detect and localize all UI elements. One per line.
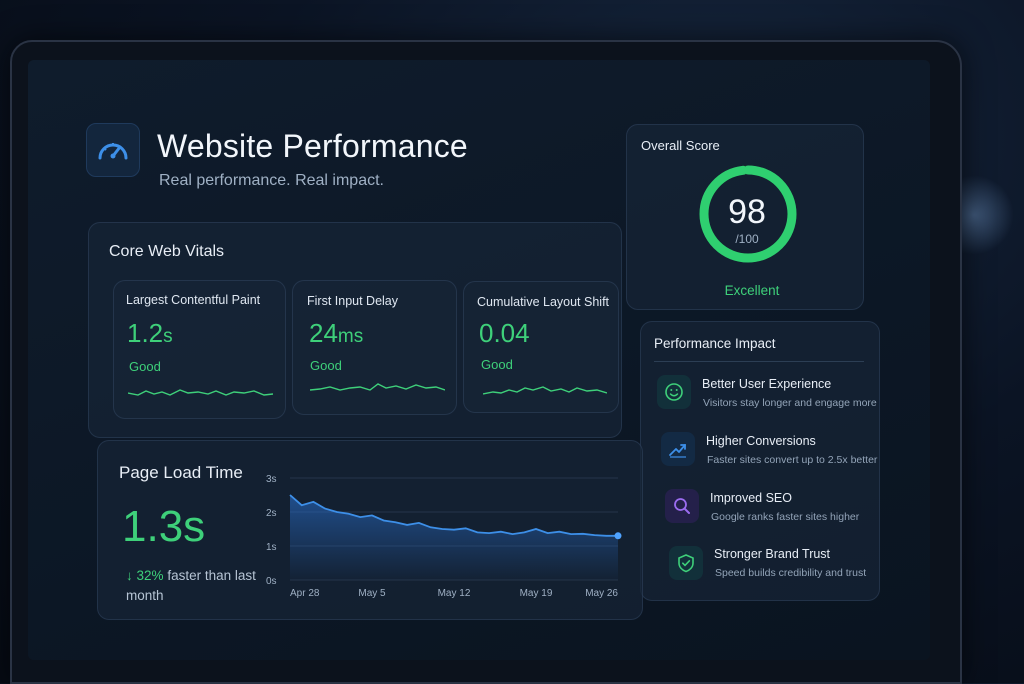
performance-impact-title: Performance Impact bbox=[654, 336, 776, 351]
chart-area bbox=[290, 495, 618, 580]
y-tick-label: 2s bbox=[266, 508, 277, 519]
metric-card-lcp[interactable] bbox=[113, 280, 286, 419]
metric-value: 1.2s bbox=[127, 318, 173, 348]
metric-card-fid[interactable] bbox=[292, 280, 457, 415]
core-web-vitals-title: Core Web Vitals bbox=[109, 243, 225, 260]
x-tick-label: May 5 bbox=[358, 588, 386, 599]
metric-value: 0.04 bbox=[479, 318, 530, 348]
sparkline-cls bbox=[483, 386, 607, 395]
page-load-comparison: ↓ 32% faster than last month bbox=[126, 566, 256, 606]
impact-desc: Visitors stay longer and engage more bbox=[703, 397, 877, 409]
impact-desc: Google ranks faster sites higher bbox=[711, 511, 860, 523]
divider bbox=[654, 361, 864, 362]
shield-check-icon bbox=[669, 546, 703, 580]
sparkline-lcp bbox=[128, 389, 273, 396]
page-title: Website Performance bbox=[157, 128, 468, 164]
overall-score-card bbox=[626, 124, 864, 310]
sparkline-fid bbox=[310, 383, 445, 391]
smiley-icon bbox=[657, 375, 691, 409]
metric-label: First Input Delay bbox=[307, 294, 399, 308]
score-max: /100 bbox=[735, 232, 759, 246]
metric-status: Good bbox=[129, 359, 161, 374]
metric-value: 24ms bbox=[309, 318, 364, 348]
impact-title: Better User Experience bbox=[702, 377, 832, 391]
page-load-title: Page Load Time bbox=[119, 463, 243, 482]
metric-status: Good bbox=[481, 357, 513, 372]
overall-score-title: Overall Score bbox=[641, 138, 720, 153]
trend-up-icon bbox=[661, 432, 695, 466]
impact-title: Higher Conversions bbox=[706, 434, 816, 448]
impact-title: Stronger Brand Trust bbox=[714, 547, 831, 561]
score-ring bbox=[699, 165, 797, 263]
search-icon bbox=[665, 489, 699, 523]
speedometer-icon bbox=[86, 123, 140, 177]
impact-title: Improved SEO bbox=[710, 491, 792, 505]
y-tick-label: 1s bbox=[266, 542, 277, 553]
y-tick-label: 0s bbox=[266, 576, 277, 587]
comparison-text: faster than last month bbox=[126, 568, 256, 603]
metric-label: Cumulative Layout Shift bbox=[477, 295, 610, 309]
chart-series-line bbox=[289, 494, 618, 537]
x-tick-label: May 19 bbox=[520, 588, 553, 599]
x-tick-label: Apr 28 bbox=[290, 588, 320, 599]
down-arrow-icon: ↓ bbox=[126, 568, 133, 583]
metric-label: Largest Contentful Paint bbox=[126, 293, 261, 307]
page-subtitle: Real performance. Real impact. bbox=[159, 172, 384, 189]
x-tick-label: May 26 bbox=[585, 588, 618, 599]
score-rating: Excellent bbox=[724, 283, 780, 298]
impact-desc: Faster sites convert up to 2.5x better bbox=[707, 454, 878, 466]
chart-end-point bbox=[614, 532, 622, 540]
metric-status: Good bbox=[310, 358, 342, 373]
score-value: 98 bbox=[728, 193, 766, 231]
y-tick-label: 3s bbox=[266, 474, 277, 485]
page-load-chart: 0s 1s 2s 3s Apr 28 May 5 May 12 May 19 May 26 bbox=[266, 474, 622, 599]
impact-desc: Speed builds credibility and trust bbox=[715, 567, 867, 579]
page-load-value: 1.3s bbox=[122, 502, 206, 551]
x-tick-label: May 12 bbox=[438, 588, 471, 599]
improvement-percent: 32% bbox=[136, 568, 164, 583]
